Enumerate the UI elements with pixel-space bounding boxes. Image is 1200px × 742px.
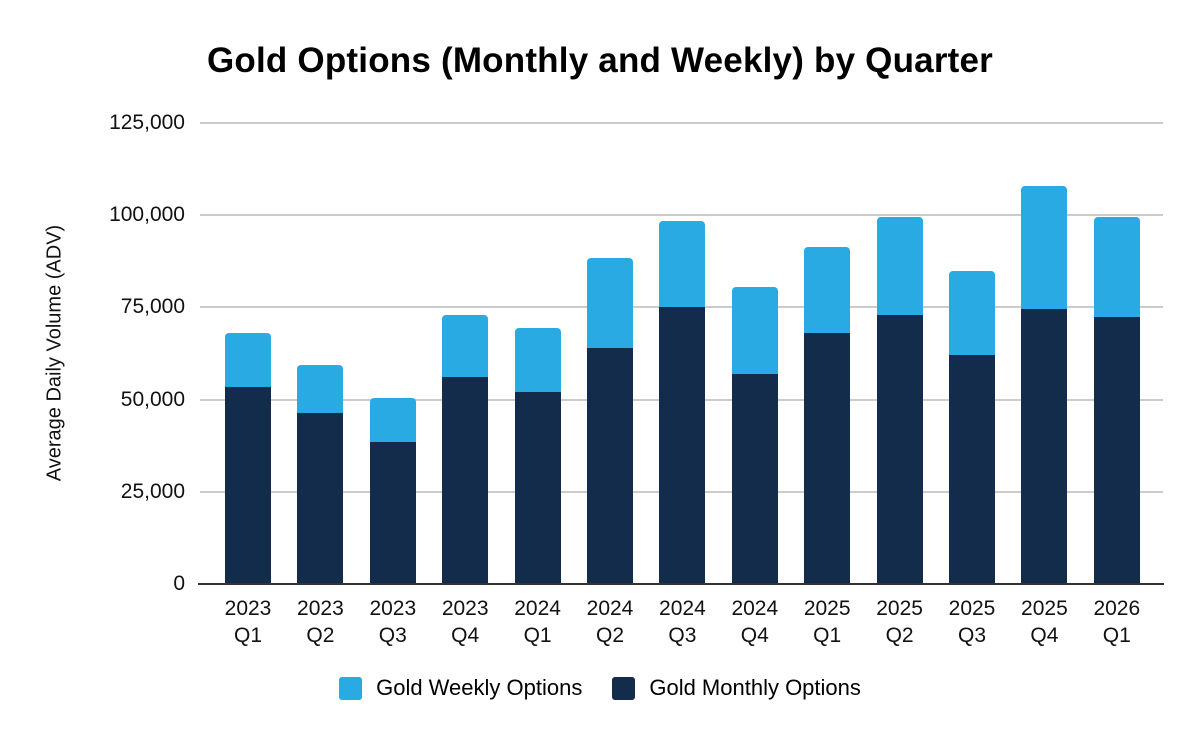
bar-2024-q3 — [659, 123, 706, 584]
bar-segment-weekly-2025-q3 — [949, 270, 995, 356]
bar-2023-q2 — [297, 123, 344, 584]
legend-swatch-weekly-icon — [339, 676, 363, 700]
bar-2023-q1 — [225, 123, 271, 584]
plot-area — [200, 122, 1163, 584]
bar-segment-weekly-2025-q2 — [876, 217, 923, 315]
y-axis-tick-label: 100,000 — [109, 203, 185, 227]
bar-segment-weekly-2023-q2 — [297, 364, 344, 413]
bar-2023-q4 — [442, 123, 489, 584]
bar-segment-monthly-2025-q4 — [1021, 309, 1068, 584]
gridline — [200, 214, 1163, 217]
bar-segment-monthly-2023-q2 — [297, 412, 344, 584]
x-axis-tick-label-2024-q1: 2024 Q1 — [514, 597, 561, 647]
bar-segment-monthly-2025-q1 — [804, 333, 851, 584]
x-axis-tick-label-2023-q3: 2023 Q3 — [369, 597, 417, 647]
bar-segment-monthly-2024-q1 — [514, 392, 561, 584]
bar-segment-weekly-2024-q2 — [587, 257, 633, 348]
legend-item-monthly: Gold Monthly Options — [612, 675, 861, 701]
x-axis-tick-label-2025-q1: 2025 Q1 — [803, 597, 851, 647]
bar-2024-q1 — [514, 123, 561, 584]
x-axis-tick-label-2024-q4: 2024 Q4 — [731, 597, 779, 647]
y-axis-tick-label: 25,000 — [120, 479, 185, 503]
legend: Gold Weekly Options Gold Monthly Options — [0, 675, 1200, 701]
bar-2025-q1 — [804, 123, 851, 584]
x-axis-tick-labels: 2023 Q1 2023 Q2 2023 Q3 2023 Q4 2024 Q1 2024 Q2 2024… — [200, 595, 1163, 655]
y-axis-tick-label: 50,000 — [120, 387, 185, 411]
x-axis-tick-label-2023-q1: 2023 Q1 — [224, 597, 272, 647]
legend-label-monthly: Gold Monthly Options — [649, 675, 861, 700]
legend-label-weekly: Gold Weekly Options — [376, 675, 583, 700]
bar-segment-weekly-2023-q4 — [442, 314, 489, 378]
bar-segment-weekly-2024-q4 — [731, 287, 778, 374]
bar-segment-weekly-2025-q1 — [804, 246, 851, 334]
x-axis-tick-label-2024-q2: 2024 Q2 — [586, 597, 634, 647]
bar-segment-weekly-2023-q3 — [369, 397, 416, 443]
bar-2025-q4 — [1021, 123, 1068, 584]
x-axis-tick-label-2025-q3: 2025 Q3 — [948, 597, 996, 647]
bar-segment-monthly-2024-q2 — [587, 347, 633, 584]
x-axis-tick-label-2023-q4: 2023 Q4 — [441, 597, 489, 647]
bar-2026-q1 — [1093, 123, 1140, 584]
x-axis-tick-label-2024-q3: 2024 Q3 — [659, 597, 706, 647]
legend-item-weekly: Gold Weekly Options — [339, 675, 582, 701]
y-axis-tick-label: 125,000 — [109, 111, 185, 134]
bar-2025-q3 — [949, 123, 995, 584]
bar-2023-q3 — [369, 123, 416, 584]
x-axis-line — [198, 583, 1164, 585]
bar-segment-monthly-2024-q3 — [659, 307, 706, 584]
y-axis-tick-label: 0 — [173, 572, 185, 595]
bar-2025-q2 — [876, 123, 923, 584]
gridline — [200, 122, 1163, 124]
chart-title: Gold Options (Monthly and Weekly) by Qua… — [207, 41, 993, 80]
bar-2024-q4 — [731, 123, 778, 584]
bar-segment-monthly-2023-q1 — [225, 386, 271, 584]
bar-segment-monthly-2025-q3 — [949, 355, 995, 584]
legend-swatch-monthly-icon — [612, 676, 636, 700]
y-axis-tick-label: 75,000 — [120, 295, 185, 319]
bar-segment-weekly-2023-q1 — [225, 333, 271, 387]
bar-segment-monthly-2026-q1 — [1093, 316, 1140, 584]
bar-segment-weekly-2024-q3 — [659, 220, 706, 308]
y-axis-tick-labels: 0 25,000 50,000 75,000 100,000 125,000 — [0, 0, 185, 742]
bar-segment-weekly-2026-q1 — [1093, 217, 1140, 317]
bar-segment-monthly-2023-q3 — [369, 442, 416, 584]
bar-segment-weekly-2025-q4 — [1021, 185, 1068, 310]
bar-segment-monthly-2023-q4 — [442, 377, 489, 584]
bar-segment-monthly-2025-q2 — [876, 314, 923, 584]
x-axis-tick-label-2025-q4: 2025 Q4 — [1021, 597, 1068, 647]
bar-2024-q2 — [587, 123, 633, 584]
x-axis-tick-label-2026-q1: 2026 Q1 — [1093, 597, 1141, 647]
x-axis-tick-label-2025-q2: 2025 Q2 — [876, 597, 923, 647]
x-axis-tick-label-2023-q2: 2023 Q2 — [297, 597, 344, 647]
bar-segment-weekly-2024-q1 — [514, 327, 561, 393]
bar-segment-monthly-2024-q4 — [731, 373, 778, 584]
